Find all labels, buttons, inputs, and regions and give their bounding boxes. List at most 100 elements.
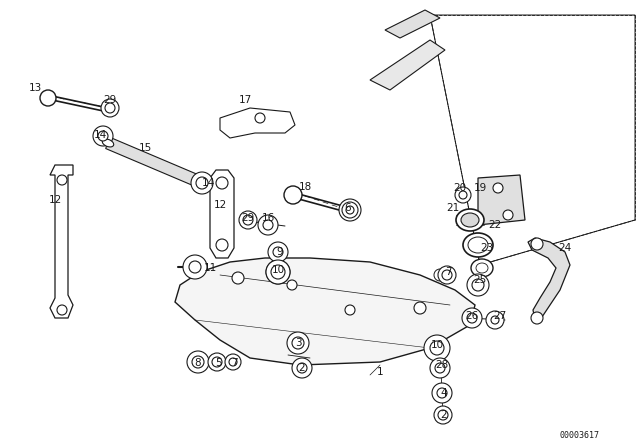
Circle shape bbox=[342, 202, 358, 218]
Ellipse shape bbox=[102, 139, 114, 147]
Text: 8: 8 bbox=[195, 358, 202, 368]
Circle shape bbox=[434, 406, 452, 424]
Circle shape bbox=[192, 356, 204, 368]
Text: 14: 14 bbox=[202, 178, 214, 188]
Circle shape bbox=[531, 312, 543, 324]
Text: 22: 22 bbox=[488, 220, 502, 230]
Circle shape bbox=[491, 316, 499, 324]
Polygon shape bbox=[528, 238, 570, 320]
Circle shape bbox=[486, 311, 504, 329]
Circle shape bbox=[287, 332, 309, 354]
Text: 26: 26 bbox=[465, 311, 479, 321]
Circle shape bbox=[414, 302, 426, 314]
Polygon shape bbox=[478, 175, 525, 225]
Circle shape bbox=[105, 103, 115, 113]
Circle shape bbox=[268, 242, 288, 262]
Circle shape bbox=[189, 261, 201, 273]
Circle shape bbox=[196, 177, 208, 189]
Circle shape bbox=[503, 210, 513, 220]
Ellipse shape bbox=[456, 209, 484, 231]
Polygon shape bbox=[430, 15, 635, 265]
Circle shape bbox=[346, 206, 354, 214]
Ellipse shape bbox=[476, 263, 488, 273]
Circle shape bbox=[104, 104, 116, 116]
Polygon shape bbox=[106, 138, 202, 188]
Text: 9: 9 bbox=[276, 247, 284, 257]
Circle shape bbox=[255, 113, 265, 123]
Ellipse shape bbox=[195, 178, 205, 186]
Polygon shape bbox=[370, 40, 445, 90]
Circle shape bbox=[57, 305, 67, 315]
Circle shape bbox=[183, 255, 207, 279]
Circle shape bbox=[434, 269, 446, 281]
Text: 24: 24 bbox=[558, 243, 572, 253]
Text: 17: 17 bbox=[238, 95, 252, 105]
Circle shape bbox=[191, 172, 213, 194]
Ellipse shape bbox=[461, 213, 479, 227]
Circle shape bbox=[531, 238, 543, 250]
Circle shape bbox=[435, 363, 445, 373]
Text: 10: 10 bbox=[271, 265, 285, 275]
Circle shape bbox=[438, 410, 448, 420]
Circle shape bbox=[263, 220, 273, 230]
Polygon shape bbox=[210, 170, 234, 258]
Text: 25: 25 bbox=[474, 275, 486, 285]
Circle shape bbox=[287, 280, 297, 290]
Text: 23: 23 bbox=[481, 243, 493, 253]
Circle shape bbox=[40, 90, 56, 106]
Circle shape bbox=[93, 126, 113, 146]
Circle shape bbox=[243, 215, 253, 225]
Text: 20: 20 bbox=[453, 183, 467, 193]
Text: 14: 14 bbox=[93, 130, 107, 140]
Circle shape bbox=[284, 186, 302, 204]
Text: 7: 7 bbox=[445, 267, 451, 277]
Circle shape bbox=[344, 204, 356, 216]
Circle shape bbox=[297, 363, 307, 373]
Circle shape bbox=[459, 191, 467, 199]
Polygon shape bbox=[220, 108, 295, 138]
Text: 19: 19 bbox=[474, 183, 486, 193]
Text: 27: 27 bbox=[493, 311, 507, 321]
Circle shape bbox=[339, 199, 361, 221]
Text: 2: 2 bbox=[299, 363, 305, 373]
Circle shape bbox=[467, 274, 489, 296]
Circle shape bbox=[216, 239, 228, 251]
Circle shape bbox=[438, 266, 456, 284]
Circle shape bbox=[467, 313, 477, 323]
Circle shape bbox=[292, 358, 312, 378]
Circle shape bbox=[430, 341, 444, 355]
Text: 29: 29 bbox=[104, 95, 116, 105]
Circle shape bbox=[229, 358, 237, 366]
Circle shape bbox=[258, 215, 278, 235]
Text: 2: 2 bbox=[441, 410, 447, 420]
Text: 3: 3 bbox=[294, 338, 301, 348]
Text: 28: 28 bbox=[435, 360, 449, 370]
Circle shape bbox=[239, 211, 257, 229]
Circle shape bbox=[212, 357, 222, 367]
Circle shape bbox=[57, 175, 67, 185]
Text: 6: 6 bbox=[345, 203, 351, 213]
Polygon shape bbox=[175, 258, 475, 365]
Circle shape bbox=[432, 383, 452, 403]
Circle shape bbox=[216, 177, 228, 189]
Circle shape bbox=[187, 351, 209, 373]
Circle shape bbox=[437, 388, 447, 398]
Circle shape bbox=[101, 99, 119, 117]
Circle shape bbox=[266, 260, 290, 284]
Circle shape bbox=[442, 270, 452, 280]
Text: 1: 1 bbox=[377, 367, 383, 377]
Text: 15: 15 bbox=[138, 143, 152, 153]
Polygon shape bbox=[50, 165, 73, 318]
Ellipse shape bbox=[471, 259, 493, 277]
Ellipse shape bbox=[463, 233, 493, 257]
Circle shape bbox=[271, 265, 285, 279]
Text: 18: 18 bbox=[298, 182, 312, 192]
Circle shape bbox=[225, 354, 241, 370]
Circle shape bbox=[98, 131, 108, 141]
Text: 11: 11 bbox=[204, 263, 216, 273]
Circle shape bbox=[430, 358, 450, 378]
Text: 21: 21 bbox=[446, 203, 460, 213]
Text: 13: 13 bbox=[28, 83, 42, 93]
Circle shape bbox=[472, 279, 484, 291]
Circle shape bbox=[424, 335, 450, 361]
